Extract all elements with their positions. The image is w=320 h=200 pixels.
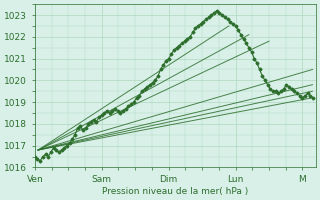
X-axis label: Pression niveau de la mer( hPa ): Pression niveau de la mer( hPa ): [102, 187, 248, 196]
